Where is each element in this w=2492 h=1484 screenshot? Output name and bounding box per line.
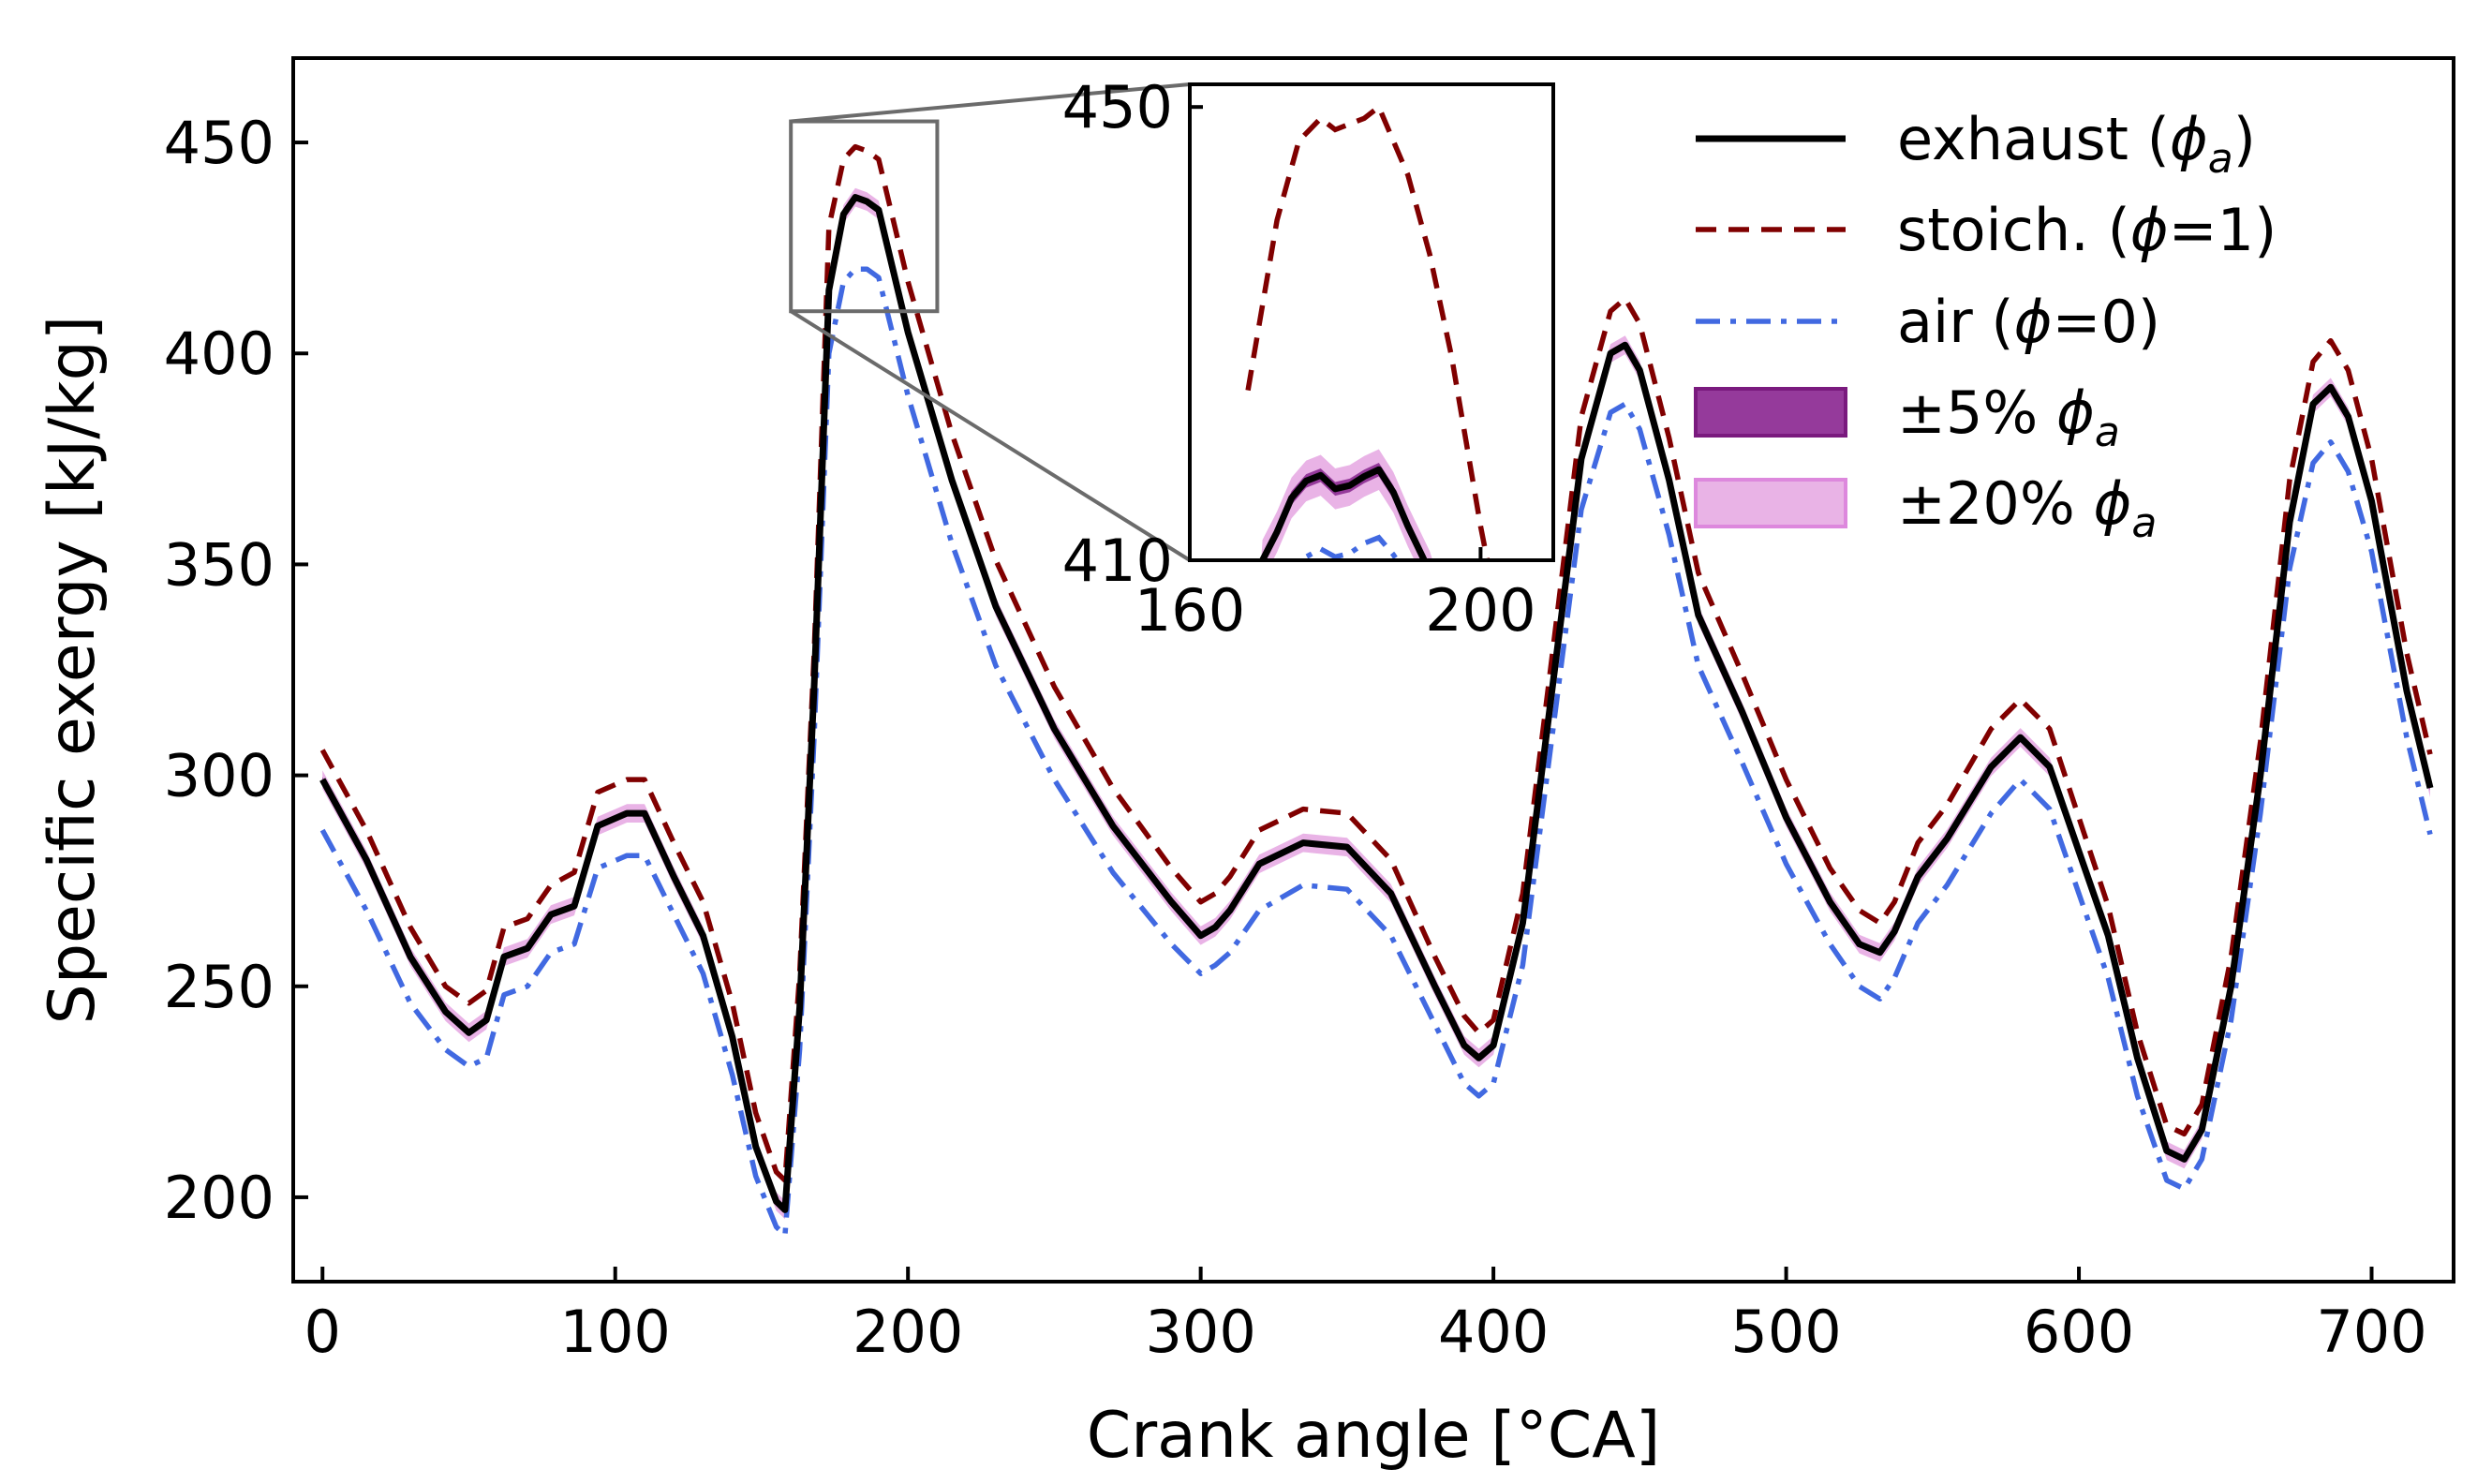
- legend-swatch-band-5: [1694, 387, 1847, 438]
- inset-line-exhaust: [1259, 466, 1429, 560]
- x-tick-label: 0: [304, 1298, 341, 1366]
- inset-line-stoich: [1245, 102, 1491, 560]
- legend-item: exhaust (ϕa): [1696, 105, 2256, 183]
- legend-swatch-band-20: [1694, 478, 1847, 528]
- y-tick-label: 200: [164, 1164, 274, 1232]
- legend-label: ±20% ϕa: [1897, 469, 2157, 547]
- y-axis-title: Specific exergy [kJ/kg]: [36, 316, 110, 1025]
- series-line-air: [319, 266, 2433, 1239]
- plot-frame: [291, 56, 2455, 1284]
- zoom-connector-line: [790, 309, 1192, 562]
- x-tick-label: 200: [853, 1298, 963, 1366]
- inset-frame: [1188, 82, 1555, 562]
- legend-label: exhaust (ϕa): [1897, 105, 2256, 183]
- inset-line-air: [1298, 534, 1401, 560]
- y-axis-ticks: 200 250 300 350 400 450: [164, 109, 308, 1232]
- series-lines: [319, 143, 2434, 1239]
- legend-label: stoich. (ϕ=1): [1897, 196, 2277, 264]
- inset-y-tick-label: 410: [1062, 527, 1173, 595]
- legend-item: ±20% ϕa: [1694, 469, 2157, 547]
- legend-item: air (ϕ=0): [1696, 288, 2160, 356]
- inset-ticks: 160 200 410 450: [1062, 73, 1536, 645]
- x-axis-ticks: 0 100 200 300 400 500 600 700: [304, 1267, 2427, 1366]
- x-tick-label: 600: [2024, 1298, 2134, 1366]
- x-tick-label: 500: [1730, 1298, 1841, 1366]
- legend-label: ±5% ϕa: [1897, 378, 2120, 456]
- y-tick-label: 400: [164, 319, 274, 388]
- legend: exhaust (ϕa) stoich. (ϕ=1) air (ϕ=0) ±5% ϕa…: [1694, 105, 2277, 547]
- x-tick-label: 700: [2316, 1298, 2426, 1366]
- series-line-exhaust: [319, 194, 2434, 1213]
- x-tick-label: 400: [1438, 1298, 1549, 1366]
- y-tick-label: 250: [164, 953, 274, 1021]
- zoom-indicator-box: [789, 119, 940, 314]
- inset-x-tick-label: 200: [1425, 576, 1535, 645]
- inset-y-tick-label: 450: [1062, 73, 1173, 141]
- x-tick-label: 300: [1145, 1298, 1255, 1366]
- x-axis-title: Crank angle [°CA]: [1087, 1399, 1661, 1473]
- y-tick-label: 350: [164, 530, 274, 599]
- inset-band-5: [1262, 463, 1428, 560]
- main-plot-area: 0 100 200 300 400 500 600 700 200 250 300 350 400 45…: [36, 56, 2455, 1473]
- series-line-stoich: [319, 143, 2433, 1183]
- x-tick-label: 100: [560, 1298, 671, 1366]
- legend-item: stoich. (ϕ=1): [1696, 196, 2277, 264]
- zoom-connector-line: [791, 82, 1191, 124]
- inset-zoom-plot: 160 200 410 450: [1062, 73, 1555, 645]
- inset-x-tick-label: 160: [1135, 576, 1245, 645]
- legend-label: air (ϕ=0): [1897, 288, 2160, 356]
- inset-lines: [1245, 102, 1491, 560]
- y-tick-label: 300: [164, 742, 274, 810]
- y-tick-label: 450: [164, 109, 274, 177]
- legend-item: ±5% ϕa: [1694, 378, 2120, 456]
